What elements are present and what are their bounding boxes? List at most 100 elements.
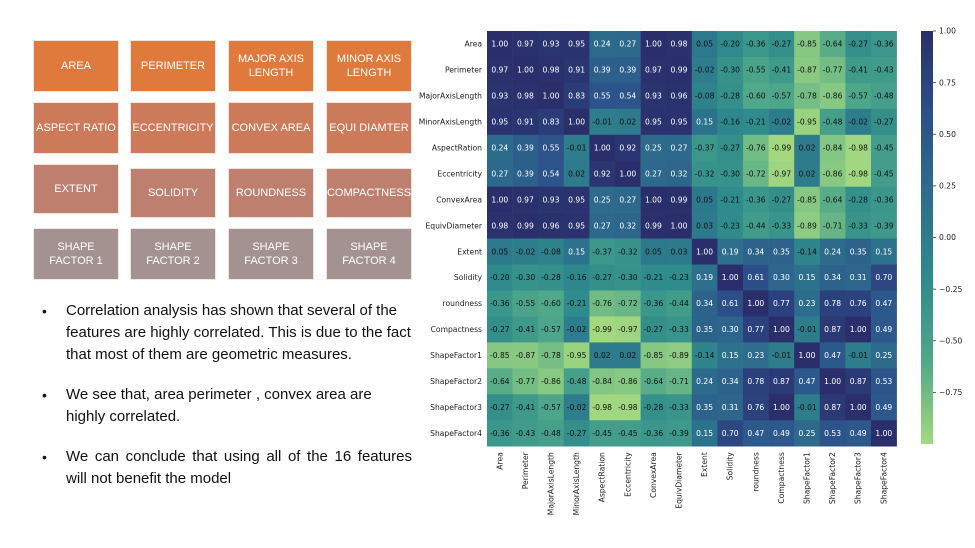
heatmap-cell — [717, 342, 744, 369]
heatmap-cell-value: 0.49 — [875, 403, 892, 412]
heatmap-cell — [589, 160, 616, 187]
heatmap-cell-value: 0.61 — [722, 299, 739, 308]
heatmap-cell-value: 0.02 — [619, 118, 636, 127]
heatmap-cell-value: 1.00 — [491, 40, 508, 49]
heatmap-cell — [615, 264, 641, 291]
bullet-item: • Correlation analysis has shown that se… — [40, 300, 412, 366]
heatmap-cell — [563, 290, 590, 317]
heatmap-cell-value: -0.72 — [618, 299, 638, 308]
heatmap-cell — [615, 134, 641, 162]
heatmap-cell — [743, 368, 769, 395]
heatmap-cell — [743, 31, 769, 58]
heatmap-cell — [563, 316, 590, 343]
heatmap-cell — [666, 316, 693, 343]
heatmap-cell-value: 1.00 — [568, 118, 585, 127]
heatmap-cell-value: 0.96 — [543, 221, 560, 230]
heatmap-cell — [512, 108, 539, 136]
heatmap-cell-value: -0.85 — [644, 351, 664, 360]
heatmap-cell — [819, 316, 846, 343]
heatmap-cell — [794, 420, 821, 447]
heatmap-cell — [819, 212, 846, 239]
heatmap-cell-value: -0.41 — [516, 403, 536, 412]
heatmap-cell-value: -0.32 — [695, 169, 715, 178]
heatmap-cell — [640, 420, 667, 447]
heatmap-cell — [768, 134, 795, 162]
heatmap-cell-value: -0.37 — [592, 247, 612, 256]
heatmap-cell — [512, 290, 539, 317]
feature-tile: SHAPE FACTOR 3 — [228, 228, 314, 280]
heatmap-cell-value: 0.98 — [491, 221, 508, 230]
heatmap-cell-value: 1.00 — [850, 403, 867, 412]
heatmap-cell-value: -0.02 — [516, 247, 536, 256]
heatmap-cell — [743, 420, 769, 447]
heatmap-cell-value: -0.36 — [644, 299, 664, 308]
heatmap-cell-value: 0.23 — [747, 351, 764, 360]
feature-tile: COMPACTNESS — [326, 168, 412, 218]
heatmap-cell-value: 0.53 — [824, 429, 841, 438]
heatmap-cell — [819, 420, 846, 447]
heatmap-cell-value: 0.95 — [671, 118, 688, 127]
feature-tile: SHAPE FACTOR 4 — [326, 228, 412, 280]
heatmap-cell — [743, 160, 769, 187]
heatmap-cell — [871, 212, 897, 239]
heatmap-cell-value: -0.21 — [746, 118, 766, 127]
heatmap-cell-value: 1.00 — [875, 429, 892, 438]
heatmap-cell — [512, 368, 539, 395]
heatmap-cell-value: 0.47 — [875, 299, 892, 308]
heatmap-cell — [666, 368, 693, 395]
heatmap-cell — [589, 108, 616, 136]
heatmap-cell — [819, 342, 846, 369]
heatmap-cell-value: 0.02 — [568, 169, 585, 178]
heatmap-cell-value: -0.48 — [567, 377, 587, 386]
heatmap-cell-value: 1.00 — [850, 325, 867, 334]
heatmap-cell-value: -0.27 — [772, 40, 792, 49]
heatmap-cell-value: 0.15 — [696, 118, 713, 127]
heatmap-cell-value: -0.45 — [874, 143, 894, 152]
heatmap-cell-value: -0.45 — [592, 429, 612, 438]
heatmap-cell-value: 0.93 — [491, 92, 508, 101]
heatmap-cell-value: -0.76 — [592, 299, 612, 308]
heatmap-cell-value: 0.95 — [568, 195, 585, 204]
heatmap-cell — [487, 134, 513, 162]
heatmap-cell — [691, 134, 718, 162]
heatmap-cell-value: -0.71 — [823, 221, 843, 230]
heatmap-cell-value: 0.92 — [619, 143, 636, 152]
heatmap-cell — [871, 56, 897, 84]
heatmap-cell-value: -0.86 — [823, 169, 843, 178]
heatmap-cell-value: 0.99 — [645, 221, 662, 230]
heatmap-cell-value: 0.96 — [671, 92, 688, 101]
heatmap-cell-value: -0.98 — [848, 169, 868, 178]
heatmap-cell-value: -0.48 — [874, 92, 894, 101]
heatmap-cell-value: 0.76 — [747, 403, 764, 412]
heatmap-cell — [691, 212, 718, 239]
heatmap-cell — [666, 82, 693, 110]
heatmap-cell-value: 1.00 — [747, 299, 764, 308]
heatmap-cell — [768, 290, 795, 317]
heatmap-cell-value: -0.30 — [720, 66, 740, 75]
heatmap-cell — [512, 134, 539, 162]
heatmap-cell-value: 1.00 — [773, 403, 790, 412]
heatmap-cell-value: -0.28 — [848, 195, 868, 204]
heatmap-cell — [640, 368, 667, 395]
heatmap-col-label: Solidity — [726, 452, 735, 481]
heatmap-cell-value: 0.87 — [850, 377, 867, 386]
heatmap-cell-value: -0.27 — [848, 40, 868, 49]
heatmap-cell-value: -0.01 — [848, 351, 868, 360]
heatmap-cell — [512, 342, 539, 369]
heatmap-cell — [794, 108, 821, 136]
heatmap-col-label: MajorAxisLength — [547, 452, 556, 515]
heatmap-cell-value: -0.02 — [772, 118, 792, 127]
heatmap-cell-value: -0.44 — [669, 299, 689, 308]
heatmap-cell-value: 0.91 — [568, 66, 585, 75]
heatmap-cell — [487, 394, 513, 421]
heatmap-row-label: ShapeFactor1 — [430, 351, 482, 360]
heatmap-cell-value: -0.36 — [874, 40, 894, 49]
feature-tile: SHAPE FACTOR 2 — [130, 228, 216, 280]
heatmap-cell-value: 0.15 — [696, 429, 713, 438]
heatmap-row-label: MinorAxisLength — [419, 118, 482, 127]
heatmap-cell — [538, 31, 565, 58]
heatmap-cell-value: -0.45 — [874, 169, 894, 178]
heatmap-cell-value: 0.15 — [722, 351, 739, 360]
heatmap-cell — [615, 212, 641, 239]
heatmap-cell-value: -0.27 — [490, 325, 510, 334]
